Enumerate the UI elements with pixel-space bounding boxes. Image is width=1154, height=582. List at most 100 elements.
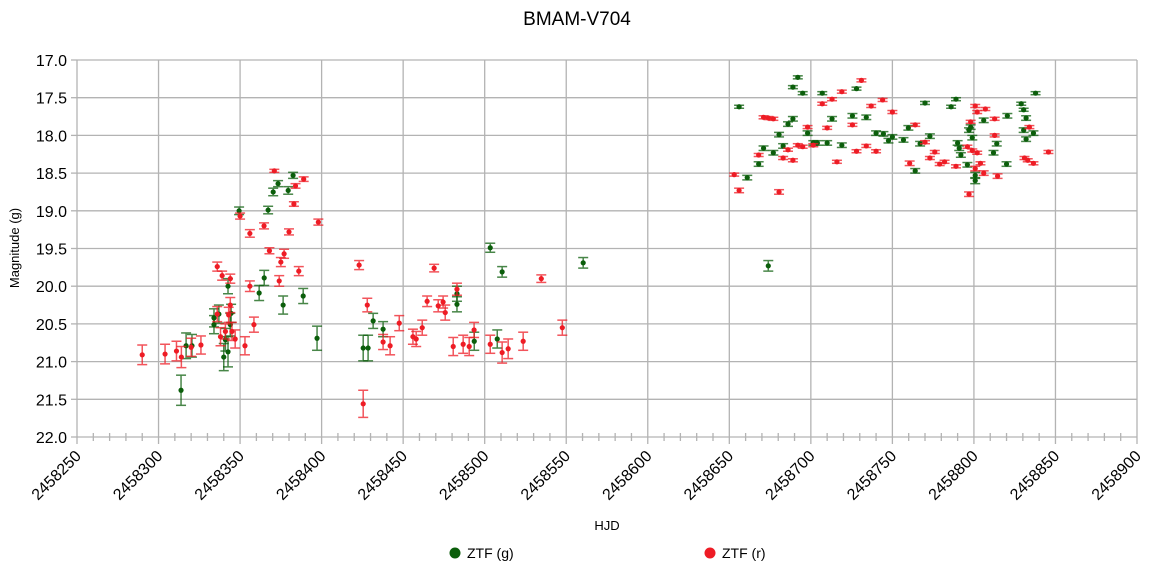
x-tick-label: 2458250 <box>29 448 85 504</box>
y-tick-label: 17.0 <box>36 53 67 70</box>
data-point <box>285 187 291 194</box>
data-point <box>301 176 307 182</box>
data-point <box>261 223 267 229</box>
data-point <box>819 101 825 107</box>
data-point <box>221 354 227 360</box>
data-point <box>265 207 271 213</box>
data-point <box>810 142 816 148</box>
data-point <box>300 293 306 299</box>
data-point <box>905 125 911 131</box>
data-point <box>776 189 782 195</box>
data-point <box>927 133 933 139</box>
data-point <box>296 268 302 274</box>
data-point <box>900 137 907 143</box>
data-point <box>853 148 860 154</box>
y-tick-label: 20.5 <box>36 317 67 334</box>
data-point <box>800 144 806 150</box>
data-point <box>1018 101 1024 107</box>
data-point <box>800 90 806 96</box>
data-point <box>981 170 987 176</box>
data-point <box>804 124 811 130</box>
data-point <box>790 84 796 90</box>
data-point <box>1003 161 1010 167</box>
y-tick-label: 19.0 <box>36 204 67 221</box>
x-tick-label: 2458700 <box>763 448 819 504</box>
data-point <box>948 104 954 110</box>
data-point <box>790 116 796 122</box>
y-tick-label: 19.5 <box>36 242 67 259</box>
data-point <box>1030 130 1037 136</box>
data-point <box>222 328 228 335</box>
data-point <box>907 160 913 166</box>
data-point <box>280 302 286 308</box>
data-point <box>889 109 895 115</box>
x-tick-label: 2458800 <box>926 448 982 504</box>
data-point <box>225 283 231 289</box>
data-point <box>538 276 544 282</box>
data-point <box>370 318 376 324</box>
data-point <box>990 150 997 156</box>
data-point <box>435 303 441 309</box>
data-point <box>731 172 737 178</box>
data-point <box>780 143 786 149</box>
data-point <box>992 132 998 138</box>
legend: ZTF (g) ZTF (r) <box>449 545 766 561</box>
data-point <box>819 90 825 96</box>
data-point <box>829 116 835 122</box>
data-point <box>247 283 253 289</box>
data-point <box>804 130 811 136</box>
data-point <box>580 260 586 266</box>
data-point <box>162 351 168 357</box>
data-point <box>863 114 869 120</box>
data-point <box>972 103 978 109</box>
data-point <box>968 124 974 130</box>
data-point <box>912 122 918 128</box>
data-point <box>314 335 320 341</box>
data-point <box>972 172 978 178</box>
data-point <box>454 286 460 292</box>
data-point <box>994 173 1001 179</box>
data-point <box>396 320 402 326</box>
data-point <box>868 103 874 109</box>
data-point <box>889 134 895 140</box>
data-point <box>270 189 276 195</box>
data-point <box>780 155 786 161</box>
data-point <box>292 183 299 189</box>
data-point <box>790 157 796 163</box>
data-point <box>499 269 505 275</box>
data-point <box>977 160 984 166</box>
y-tick-label: 22.0 <box>36 430 67 447</box>
data-point <box>1021 107 1027 113</box>
data-point <box>1032 90 1039 96</box>
data-point <box>440 299 446 305</box>
data-point <box>225 349 231 355</box>
data-point <box>286 229 292 235</box>
data-point <box>982 106 988 112</box>
data-point <box>770 150 776 156</box>
data-point <box>922 139 928 145</box>
data-point <box>972 178 978 184</box>
data-point <box>380 339 386 345</box>
data-point <box>880 131 887 137</box>
data-point <box>873 130 879 136</box>
y-tick-label: 17.5 <box>36 91 67 108</box>
data-point <box>237 213 243 219</box>
data-point <box>460 341 466 347</box>
data-point <box>360 401 366 407</box>
data-point <box>956 145 962 151</box>
data-point <box>992 116 998 122</box>
data-point <box>315 219 321 225</box>
data-point <box>858 77 865 83</box>
data-point <box>471 338 477 344</box>
data-point <box>494 336 500 342</box>
x-axis-label: HJD <box>594 518 619 533</box>
data-point <box>824 125 830 131</box>
data-point <box>969 147 975 154</box>
y-tick-label: 20.0 <box>36 279 67 296</box>
data-point <box>955 140 961 146</box>
data-point <box>424 298 430 304</box>
data-point <box>226 312 232 318</box>
data-point <box>958 152 964 158</box>
data-point <box>912 168 918 174</box>
x-tick-label: 2458400 <box>273 448 329 504</box>
